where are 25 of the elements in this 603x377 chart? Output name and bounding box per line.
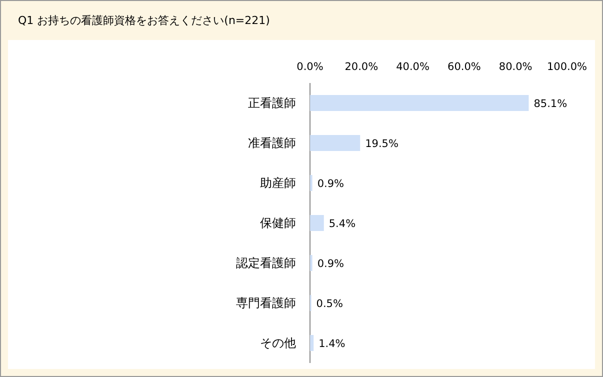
- data-label: 19.5%: [365, 138, 398, 150]
- data-label: 0.9%: [317, 258, 344, 270]
- y-tick-label: 認定看護師: [236, 256, 296, 270]
- data-label: 0.9%: [317, 178, 344, 190]
- bar: [310, 95, 529, 111]
- bar: [310, 135, 360, 151]
- y-tick-label: 正看護師: [248, 96, 296, 110]
- data-label: 1.4%: [318, 338, 346, 350]
- y-tick-label: 助産師: [260, 176, 296, 190]
- y-tick-label: 保健師: [260, 216, 296, 230]
- bar: [310, 215, 324, 231]
- text: Q1 お持ちの看護師資格をお答えください(n=221): [18, 14, 270, 27]
- bar: [310, 335, 314, 351]
- x-tick-label: 40.0%: [396, 61, 430, 73]
- x-tick-label: 0.0%: [296, 61, 324, 73]
- data-label: 0.5%: [316, 298, 343, 310]
- y-tick-label: その他: [260, 336, 296, 350]
- x-tick-label: 60.0%: [448, 61, 481, 73]
- x-tick-label: 100.0%: [546, 61, 588, 73]
- data-label: 85.1%: [534, 98, 568, 110]
- x-tick-label: 80.0%: [498, 61, 532, 73]
- y-tick-label: 准看護師: [248, 136, 296, 150]
- data-label: 5.4%: [328, 218, 356, 230]
- x-tick-label: 20.0%: [344, 61, 378, 73]
- y-tick-label: 専門看護師: [236, 296, 296, 310]
